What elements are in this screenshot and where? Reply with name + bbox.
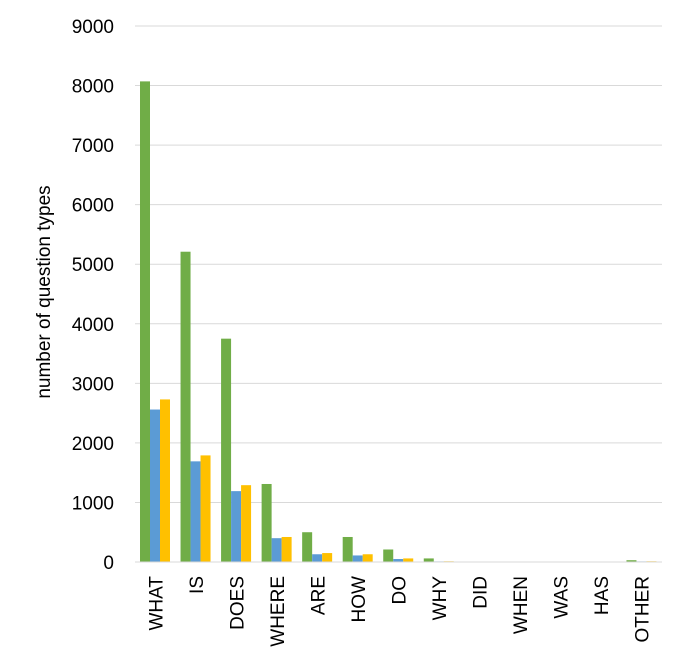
bar-why-series-1: [423, 558, 434, 562]
bar-how-series-1: [342, 536, 353, 562]
x-tick-label-what: WHAT: [146, 576, 167, 631]
bar-does-series-2: [231, 491, 242, 562]
bars: [140, 81, 657, 563]
bar-does-series-1: [221, 338, 232, 562]
x-tick-label-do: DO: [390, 576, 411, 605]
y-tick-label: 4000: [72, 315, 114, 336]
y-tick-label: 2000: [72, 434, 114, 455]
bar-where-series-2: [271, 538, 282, 562]
bar-do-series-1: [383, 549, 394, 562]
bar-how-series-3: [362, 554, 373, 562]
y-tick-label: 5000: [72, 255, 114, 276]
bar-where-series-1: [261, 483, 272, 562]
x-tick-label-was: WAS: [552, 576, 573, 619]
y-tick-label: 8000: [72, 77, 114, 98]
x-tick-label-did: DID: [471, 576, 492, 609]
y-axis-ticks: 0 1000 2000 3000 4000 5000 6000 7000 8000 9000: [72, 17, 114, 574]
x-tick-label-where: WHERE: [268, 576, 289, 647]
x-tick-label-is: IS: [187, 576, 208, 594]
bar-other-series-1: [626, 560, 637, 562]
x-tick-label-when: WHEN: [511, 576, 532, 634]
y-tick-label: 7000: [72, 136, 114, 157]
y-tick-label: 3000: [72, 374, 114, 395]
bar-where-series-3: [281, 536, 292, 562]
bar-is-series-2: [190, 461, 201, 562]
bar-are-series-1: [302, 532, 313, 562]
x-tick-label-other: OTHER: [633, 576, 654, 643]
y-axis-title: number of question types: [34, 185, 55, 398]
y-tick-label: 0: [103, 553, 114, 574]
bar-do-series-2: [393, 559, 404, 562]
bar-is-series-1: [180, 251, 191, 562]
x-axis-ticks: WHAT IS DOES WHERE ARE HOW DO WHY DID WHEN WAS HAS O…: [146, 576, 653, 647]
y-tick-label: 1000: [72, 493, 114, 514]
bar-what-series-2: [150, 409, 160, 562]
bar-are-series-3: [322, 553, 333, 562]
x-tick-label-does: DOES: [227, 576, 248, 630]
bar-what-series-1: [140, 81, 150, 563]
bar-does-series-3: [241, 485, 252, 562]
x-tick-label-how: HOW: [349, 576, 370, 623]
bar-what-series-3: [160, 399, 170, 562]
bar-are-series-2: [312, 554, 323, 562]
gridlines: [135, 25, 662, 503]
bar-do-series-3: [403, 558, 414, 562]
y-tick-label: 6000: [72, 196, 114, 217]
bar-how-series-2: [352, 555, 363, 562]
x-tick-label-why: WHY: [430, 576, 451, 621]
x-tick-label-are: ARE: [308, 576, 329, 615]
y-tick-label: 9000: [72, 17, 114, 38]
x-tick-label-has: HAS: [592, 576, 613, 615]
bar-is-series-3: [200, 455, 211, 562]
